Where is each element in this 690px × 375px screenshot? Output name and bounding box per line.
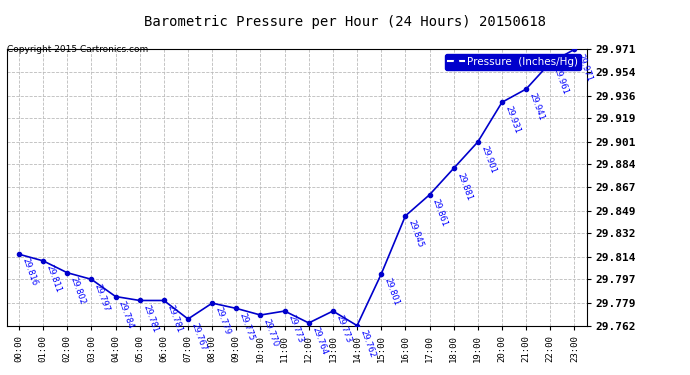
Pressure  (Inches/Hg) [39, 259, 47, 263]
Text: 29.767: 29.767 [190, 322, 208, 352]
Text: 29.762: 29.762 [359, 328, 377, 359]
Pressure  (Inches/Hg) [498, 100, 506, 105]
Text: 29.784: 29.784 [117, 299, 135, 330]
Pressure  (Inches/Hg) [15, 252, 23, 257]
Text: 29.801: 29.801 [383, 277, 401, 307]
Text: 29.961: 29.961 [552, 65, 570, 96]
Text: 29.816: 29.816 [21, 257, 39, 288]
Text: Copyright 2015 Cartronics.com: Copyright 2015 Cartronics.com [7, 45, 148, 54]
Text: 29.775: 29.775 [238, 311, 256, 342]
Pressure  (Inches/Hg) [329, 309, 337, 313]
Text: 29.770: 29.770 [262, 318, 280, 348]
Line: Pressure  (Inches/Hg): Pressure (Inches/Hg) [17, 47, 577, 328]
Pressure  (Inches/Hg) [353, 323, 362, 328]
Pressure  (Inches/Hg) [111, 294, 120, 299]
Pressure  (Inches/Hg) [377, 272, 385, 276]
Text: 29.797: 29.797 [93, 282, 111, 313]
Text: 29.764: 29.764 [310, 326, 328, 356]
Text: 29.811: 29.811 [45, 264, 63, 294]
Text: 29.781: 29.781 [141, 303, 159, 334]
Pressure  (Inches/Hg) [87, 277, 95, 282]
Text: 29.971: 29.971 [576, 52, 594, 82]
Pressure  (Inches/Hg) [473, 140, 482, 144]
Pressure  (Inches/Hg) [522, 87, 530, 91]
Text: 29.779: 29.779 [214, 306, 232, 336]
Pressure  (Inches/Hg) [570, 47, 578, 52]
Text: Barometric Pressure per Hour (24 Hours) 20150618: Barometric Pressure per Hour (24 Hours) … [144, 15, 546, 29]
Text: 29.773: 29.773 [286, 314, 304, 344]
Pressure  (Inches/Hg) [280, 309, 288, 313]
Text: 29.802: 29.802 [69, 276, 87, 306]
Pressure  (Inches/Hg) [546, 60, 555, 65]
Pressure  (Inches/Hg) [135, 298, 144, 303]
Pressure  (Inches/Hg) [257, 313, 265, 317]
Pressure  (Inches/Hg) [184, 317, 192, 321]
Text: 29.881: 29.881 [455, 171, 473, 202]
Text: 29.845: 29.845 [407, 219, 425, 249]
Pressure  (Inches/Hg) [304, 321, 313, 325]
Text: 29.781: 29.781 [166, 303, 184, 334]
Text: 29.941: 29.941 [528, 92, 546, 122]
Pressure  (Inches/Hg) [159, 298, 168, 303]
Pressure  (Inches/Hg) [450, 166, 458, 171]
Pressure  (Inches/Hg) [63, 270, 72, 275]
Text: 29.773: 29.773 [335, 314, 353, 344]
Text: 29.861: 29.861 [431, 198, 449, 228]
Text: 29.931: 29.931 [504, 105, 522, 135]
Text: 29.901: 29.901 [480, 145, 497, 175]
Pressure  (Inches/Hg) [402, 214, 410, 218]
Legend: Pressure  (Inches/Hg): Pressure (Inches/Hg) [445, 54, 581, 70]
Pressure  (Inches/Hg) [208, 301, 217, 305]
Pressure  (Inches/Hg) [425, 192, 433, 197]
Pressure  (Inches/Hg) [232, 306, 240, 310]
